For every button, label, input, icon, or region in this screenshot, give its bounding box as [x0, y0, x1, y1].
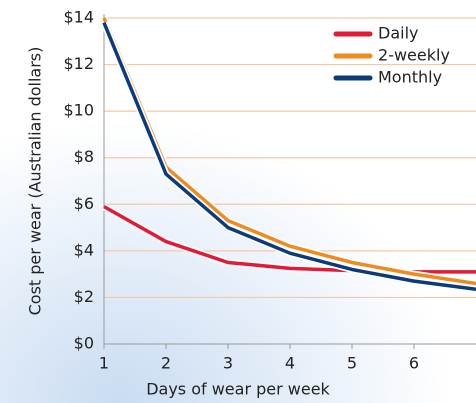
y-tick-label: $2	[74, 287, 94, 306]
legend-label: 2-weekly	[378, 46, 450, 65]
y-tick-label: $8	[74, 147, 94, 166]
x-tick-label: 1	[99, 354, 109, 373]
y-tick-label: $12	[63, 54, 94, 73]
y-tick-label: $4	[74, 240, 94, 259]
x-tick-label: 4	[285, 354, 295, 373]
series-line	[102, 21, 476, 292]
y-tick-label: $6	[74, 194, 94, 213]
x-tick-label: 5	[347, 354, 357, 373]
legend-label: Monthly	[378, 68, 442, 87]
y-tick-label: $0	[74, 334, 94, 353]
y-axis-label: Cost per wear (Australian dollars)	[26, 47, 45, 316]
y-tick-label: $10	[63, 101, 94, 120]
legend-label: Daily	[378, 24, 418, 43]
x-tick-label: 6	[409, 354, 419, 373]
y-tick-label: $14	[63, 8, 94, 27]
x-tick-label: 3	[223, 354, 233, 373]
x-axis-label: Days of wear per week	[146, 380, 330, 399]
x-tick-label: 2	[161, 354, 171, 373]
